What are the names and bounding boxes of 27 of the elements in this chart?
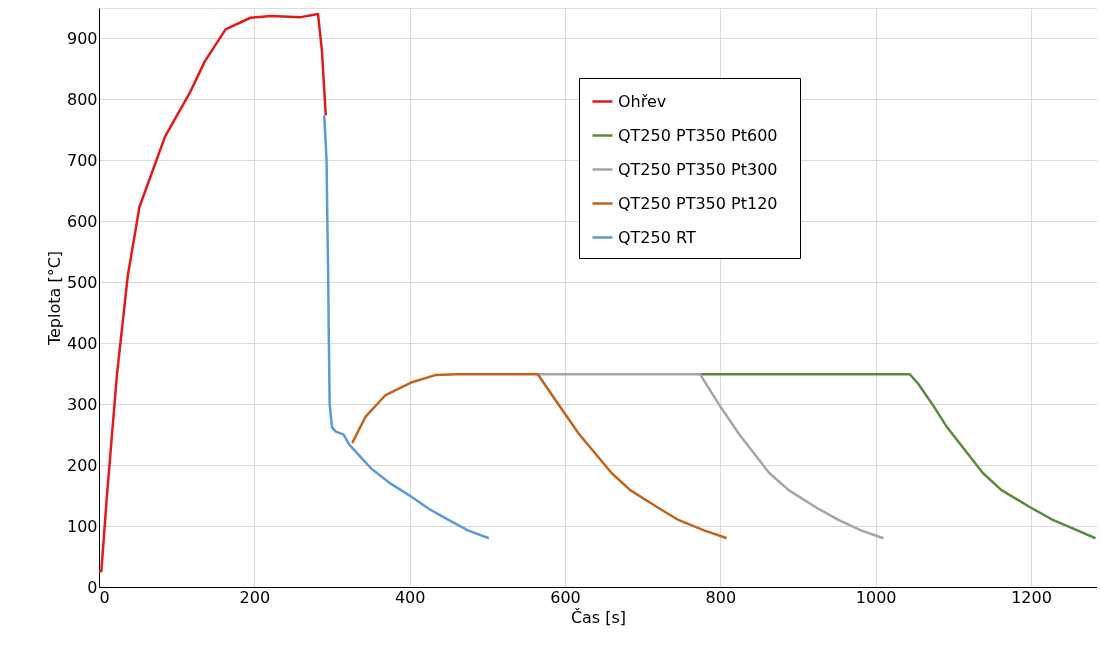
- x-tick-label: 600: [550, 587, 581, 607]
- y-tick-label: 400: [66, 333, 98, 353]
- line-series: [698, 373, 1097, 540]
- y-tick-label: 100: [66, 516, 98, 536]
- y-tick-label: 600: [66, 211, 98, 231]
- x-tick-label: 1000: [855, 587, 897, 607]
- y-tick-label: 500: [66, 272, 98, 292]
- x-tick-label: 1200: [1011, 587, 1052, 607]
- legend-label: QT250 RT: [618, 227, 696, 247]
- x-tick-label: 200: [239, 587, 271, 607]
- y-tick-label: 800: [66, 89, 98, 109]
- legend-label: Ohřev: [618, 91, 667, 111]
- y-axis-title: Teplota [°C]: [44, 250, 64, 347]
- line-series: [99, 12, 328, 573]
- x-axis-title: Čas [s]: [570, 607, 627, 627]
- line-series: [322, 114, 491, 540]
- x-tick-label: 400: [394, 587, 426, 607]
- legend-label: QT250 PT350 Pt600: [618, 125, 778, 145]
- y-tick-label: 700: [66, 150, 98, 170]
- y-tick-label: 300: [66, 394, 98, 414]
- legend-label: QT250 PT350 Pt120: [618, 193, 778, 213]
- line-series: [350, 373, 728, 540]
- line-series: [536, 373, 885, 540]
- y-tick-label: 900: [66, 28, 98, 48]
- legend-label: QT250 PT350 Pt300: [618, 159, 778, 179]
- x-tick-label: 800: [705, 587, 737, 607]
- y-tick-label: 200: [66, 455, 98, 475]
